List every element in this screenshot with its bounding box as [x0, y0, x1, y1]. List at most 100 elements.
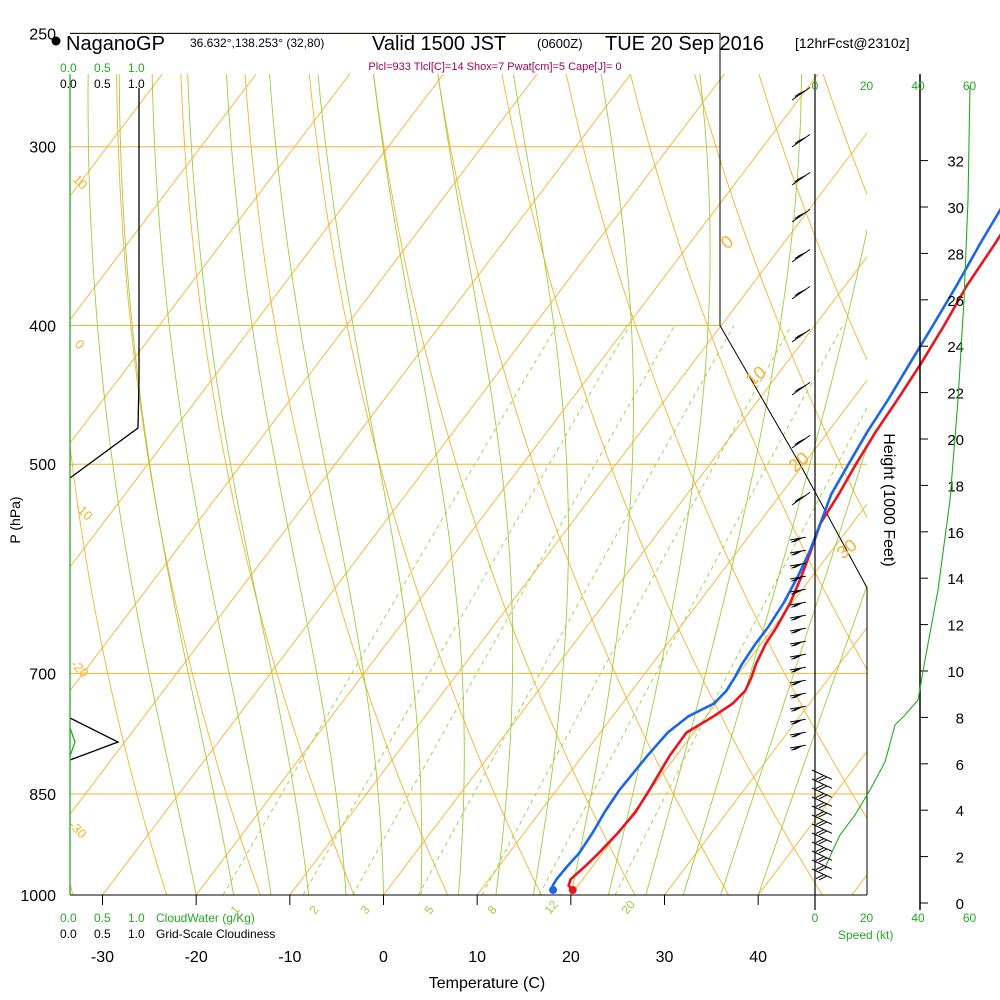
wind-barb-feather — [791, 537, 800, 543]
dewpoint-point — [809, 550, 811, 552]
dry-adiabat-280 — [244, 74, 449, 895]
dewpoint-point — [555, 878, 558, 881]
dry-adiabat-300 — [373, 74, 636, 895]
pressure-label-250: 250 — [29, 26, 56, 43]
wind-barb-staff — [811, 823, 833, 834]
wind-barb-feather — [815, 874, 825, 880]
temperature-point — [775, 626, 778, 629]
wind-barb-feather — [791, 680, 800, 686]
cloudwater-profile-low — [69, 727, 76, 757]
dry-adiabat-290 — [308, 74, 542, 895]
mixing-ratio-5 — [418, 325, 735, 895]
dewpoint-point — [830, 493, 832, 496]
dewpoint-point — [887, 397, 890, 400]
station-name: NaganoGP — [66, 33, 165, 55]
wind-barb-staff — [811, 787, 833, 798]
cloudwater-tick-bottom-2: 1.0 — [128, 911, 145, 925]
pressure-label-700: 700 — [29, 666, 56, 683]
wind-barb-feather — [815, 847, 825, 853]
wind-barb-staff — [811, 841, 833, 852]
moist-adiabat-36 — [720, 445, 867, 895]
dry-adiabat-310 — [437, 74, 730, 895]
temperature-point — [597, 852, 600, 855]
speed-tick-top: 0 — [812, 79, 819, 93]
height-tick-label: 0 — [956, 896, 964, 913]
dewpoint-point — [733, 676, 736, 679]
wind-barb-feather — [793, 615, 803, 621]
wind-barb-feather — [797, 289, 806, 294]
wind-barb-feather — [818, 821, 828, 827]
wind-barb-staff — [811, 832, 833, 843]
isotherm--90 — [70, 74, 163, 197]
wind-barb-feather — [791, 706, 800, 712]
isotherm-30 — [664, 626, 867, 895]
cloudiness-tick-bottom-2: 1.0 — [128, 927, 145, 941]
moist-adiabat-24 — [607, 74, 711, 895]
isotherm-label: 20 — [785, 448, 813, 476]
wind-speed-profile — [824, 85, 971, 869]
cloudwater-tick-1: 0.5 — [94, 61, 111, 75]
mixing-ratio-label: 12 — [542, 897, 562, 916]
temperature-point — [755, 663, 757, 666]
cloudwater-tick-bottom-1: 0.5 — [94, 911, 111, 925]
cloudiness-profile — [69, 88, 140, 479]
wind-barb-feather — [793, 745, 803, 751]
dewpoint-point — [909, 362, 911, 365]
height-tick-label: 16 — [947, 525, 964, 542]
height-tick-label: 32 — [947, 154, 964, 171]
wind-barb-feather — [791, 589, 800, 595]
speed-tick-top: 40 — [911, 79, 925, 93]
wind-barb-staff — [811, 868, 833, 879]
cloudiness-tick-bottom-1: 0.5 — [94, 927, 111, 941]
temperature-point — [994, 241, 997, 244]
pressure-label-1000: 1000 — [20, 888, 56, 905]
dewpoint-point — [932, 324, 934, 327]
moist-adiabat-4 — [317, 74, 423, 895]
isotherm-label: 10 — [742, 362, 770, 390]
x-tick-label: 40 — [749, 949, 767, 966]
isotherm-50 — [851, 874, 867, 895]
temperature-line — [567, 233, 1000, 891]
dewpoint-point — [591, 832, 594, 834]
dewpoint-point — [782, 602, 785, 604]
dry-adiabat-340 — [629, 74, 867, 671]
dewpoint-point — [566, 865, 569, 868]
wind-barb-feather — [815, 793, 825, 799]
wind-barb-feather — [793, 589, 803, 595]
mixing-ratio-label: 2 — [307, 903, 322, 917]
moist-adiabat--16 — [118, 74, 235, 895]
dewpoint-point — [955, 284, 958, 287]
wind-barb-feather — [797, 90, 806, 95]
dewpoint-line — [551, 207, 1000, 891]
wind-barb-feather — [818, 839, 828, 845]
speed-tick-bottom: 0 — [812, 911, 819, 925]
wind-barb-feather — [791, 550, 800, 556]
dewpoint-point — [713, 702, 715, 705]
dry-adiabat-330 — [565, 74, 867, 820]
wind-barb-feather — [797, 332, 806, 337]
temperature-points — [567, 241, 997, 891]
temperature-point — [617, 832, 619, 834]
pressure-axis-label: P (hPa) — [7, 496, 23, 543]
wind-barb-feather — [797, 438, 806, 443]
moist-adiabat-8 — [373, 74, 465, 895]
temperature-point — [668, 755, 671, 758]
x-tick-label: -20 — [185, 949, 208, 966]
wind-barb-feather — [793, 576, 803, 582]
temperature-point — [837, 493, 840, 496]
moist-adiabat--8 — [187, 74, 310, 895]
wind-barb-feather — [793, 537, 803, 543]
moist-adiabat-0 — [269, 74, 384, 895]
dry-adiabat-270 — [180, 74, 355, 895]
wind-barb-feather — [797, 175, 806, 180]
height-tick-label: 30 — [947, 200, 964, 217]
moist-adiabat-12 — [437, 74, 514, 895]
dry-adiabat-390 — [927, 8, 1000, 925]
cloudwater-axis-label: CloudWater (g/Kg) — [156, 911, 255, 925]
temperature-axis-label: Temperature (C) — [429, 975, 545, 992]
wind-barb-feather — [815, 820, 825, 826]
wind-barb-feather — [793, 693, 803, 699]
x-tick-label: 30 — [656, 949, 674, 966]
cloudiness-tick-0: 0.0 — [60, 77, 77, 91]
wind-barb-feather — [793, 654, 803, 660]
